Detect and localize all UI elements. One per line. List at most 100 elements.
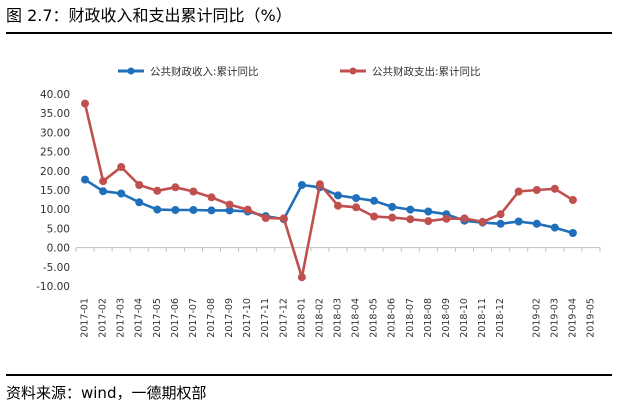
data-point xyxy=(352,203,361,212)
x-tick-label: 2017-02 xyxy=(98,298,109,338)
x-tick-label: 2017-11 xyxy=(260,298,271,338)
data-point xyxy=(478,217,487,226)
x-tick-label: 2017-01 xyxy=(80,298,91,338)
x-tick-label: 2018-01 xyxy=(296,298,307,338)
x-tick-label: 2018-10 xyxy=(459,298,470,338)
data-point xyxy=(370,196,379,205)
x-tick-label: 2018-05 xyxy=(369,298,380,338)
x-tick-label: 2019-05 xyxy=(585,298,596,338)
x-tick-label: 2018-06 xyxy=(387,298,398,338)
x-tick-label: 2017-03 xyxy=(116,298,127,338)
data-point xyxy=(334,191,342,200)
x-tick-label: 2018-08 xyxy=(423,298,434,338)
data-point xyxy=(135,181,144,189)
y-tick-label: -5.00 xyxy=(43,262,70,274)
data-point xyxy=(225,206,234,215)
data-point xyxy=(406,205,415,214)
data-point xyxy=(550,184,559,193)
data-point xyxy=(171,206,180,214)
data-point xyxy=(315,180,324,189)
y-tick-label: 35.00 xyxy=(40,108,70,120)
data-point xyxy=(568,196,577,204)
x-tick-label: 2017-05 xyxy=(152,298,163,338)
y-tick-label: 15.00 xyxy=(40,185,70,197)
data-point xyxy=(189,187,198,196)
data-point xyxy=(153,205,162,214)
bottom-rule xyxy=(6,374,612,376)
data-point xyxy=(135,198,144,207)
x-tick-label: 2017-09 xyxy=(224,298,235,338)
source-note: 资料来源：wind，一德期权部 xyxy=(6,384,207,402)
x-tick-label: 2019-03 xyxy=(549,298,560,338)
y-tick-label: 30.00 xyxy=(40,127,70,139)
x-tick-label: 2017-07 xyxy=(188,298,199,338)
data-point xyxy=(207,193,216,202)
x-tick-label: 2018-12 xyxy=(495,298,506,338)
plot-series xyxy=(81,99,577,282)
y-tick-label: 25.00 xyxy=(40,147,70,159)
figure-title: 图 2.7：财政收入和支出累计同比（%） xyxy=(6,6,292,25)
x-tick-label: 2018-02 xyxy=(314,298,325,338)
data-point xyxy=(352,194,361,203)
x-tick-label: 2017-08 xyxy=(206,298,217,338)
data-point xyxy=(514,187,523,196)
y-tick-label: 5.00 xyxy=(47,223,70,235)
x-tick-label: 2018-03 xyxy=(333,298,344,338)
data-point xyxy=(99,187,108,196)
series-line xyxy=(83,103,574,279)
legend-revenue-marker xyxy=(127,67,135,75)
data-point xyxy=(496,219,505,228)
data-point xyxy=(189,206,198,214)
data-point xyxy=(117,189,126,198)
data-point xyxy=(550,223,559,232)
y-tick-label: -10.00 xyxy=(36,281,70,293)
data-point xyxy=(514,217,523,226)
data-point xyxy=(225,200,234,209)
expenditure-series xyxy=(81,99,577,282)
data-point xyxy=(171,183,180,192)
data-point xyxy=(297,273,306,282)
data-point xyxy=(568,229,577,237)
data-point xyxy=(424,207,433,216)
data-point xyxy=(81,99,89,108)
data-point xyxy=(460,214,469,223)
x-tick-label: 2018-09 xyxy=(441,298,452,338)
data-point xyxy=(99,177,108,186)
x-tick-label: 2017-10 xyxy=(242,298,253,338)
legend-expenditure-marker xyxy=(349,67,357,75)
data-point xyxy=(388,202,397,211)
y-tick-label: 10.00 xyxy=(40,204,70,216)
legend-revenue-label: 公共财政收入:累计同比 xyxy=(150,65,259,78)
x-tick-label: 2019-02 xyxy=(531,298,542,338)
y-tick-label: 40.00 xyxy=(40,89,70,101)
data-point xyxy=(207,206,216,215)
y-tick-label: 0.00 xyxy=(47,243,70,255)
x-tick-label: 2018-07 xyxy=(405,298,416,338)
x-axis: 2017-01 2017-02 2017-03 2017-04 2017-05 2017-… xyxy=(75,247,601,338)
series-line xyxy=(84,178,574,235)
data-point xyxy=(388,213,397,222)
data-point xyxy=(117,163,126,171)
data-point xyxy=(297,181,306,189)
data-point xyxy=(424,217,433,226)
data-point xyxy=(442,214,451,223)
line-chart: 公共财政收入:累计同比 公共财政支出:累计同比 -10.00 -5.00 0.00 5… xyxy=(36,65,601,338)
data-point xyxy=(334,201,342,210)
data-point xyxy=(370,212,379,221)
data-point xyxy=(496,210,505,219)
data-point xyxy=(279,214,288,223)
data-point xyxy=(406,215,415,224)
x-tick-label: 2017-04 xyxy=(134,298,145,338)
x-tick-label: 2019-04 xyxy=(567,298,578,338)
y-axis: -10.00 -5.00 0.00 5.00 10.00 15.00 20.00 25.00 3… xyxy=(36,89,70,293)
data-point xyxy=(153,186,162,195)
y-tick-label: 20.00 xyxy=(40,166,70,178)
revenue-series xyxy=(81,175,577,237)
x-tick-label: 2017-06 xyxy=(170,298,181,338)
data-point xyxy=(532,219,541,228)
data-point xyxy=(261,214,270,222)
data-point xyxy=(532,186,541,194)
legend: 公共财政收入:累计同比 公共财政支出:累计同比 xyxy=(118,65,481,78)
x-tick-label: 2017-12 xyxy=(278,298,289,338)
data-point xyxy=(243,205,252,214)
